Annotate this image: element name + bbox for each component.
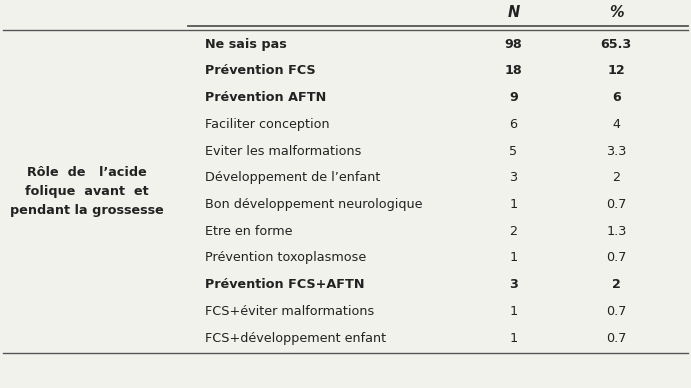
- Text: 1: 1: [509, 198, 518, 211]
- Text: 2: 2: [612, 278, 621, 291]
- Text: Prévention FCS: Prévention FCS: [205, 64, 316, 77]
- Text: Etre en forme: Etre en forme: [205, 225, 292, 238]
- Text: 6: 6: [509, 118, 518, 131]
- Text: 2: 2: [509, 225, 518, 238]
- Text: Rôle  de   l’acide
folique  avant  et
pendant la grossesse: Rôle de l’acide folique avant et pendant…: [10, 166, 163, 217]
- Text: 1: 1: [509, 251, 518, 265]
- Text: 0.7: 0.7: [606, 198, 627, 211]
- Text: 6: 6: [612, 91, 621, 104]
- Text: 3: 3: [509, 278, 518, 291]
- Text: 3.3: 3.3: [606, 145, 627, 158]
- Text: FCS+développement enfant: FCS+développement enfant: [205, 332, 386, 345]
- Text: 1: 1: [509, 332, 518, 345]
- Text: 2: 2: [612, 171, 621, 184]
- Text: Développement de l’enfant: Développement de l’enfant: [205, 171, 380, 184]
- Text: 9: 9: [509, 91, 518, 104]
- Text: 65.3: 65.3: [600, 38, 632, 51]
- Text: 4: 4: [612, 118, 621, 131]
- Text: 18: 18: [504, 64, 522, 77]
- Text: Eviter les malformations: Eviter les malformations: [205, 145, 361, 158]
- Text: N: N: [507, 5, 520, 20]
- Text: 1.3: 1.3: [606, 225, 627, 238]
- Text: 0.7: 0.7: [606, 332, 627, 345]
- Text: Prévention FCS+AFTN: Prévention FCS+AFTN: [205, 278, 364, 291]
- Text: 0.7: 0.7: [606, 251, 627, 265]
- Text: 98: 98: [504, 38, 522, 51]
- Text: Prévention toxoplasmose: Prévention toxoplasmose: [205, 251, 366, 265]
- Text: 5: 5: [509, 145, 518, 158]
- Text: 3: 3: [509, 171, 518, 184]
- Text: 12: 12: [607, 64, 625, 77]
- Text: 1: 1: [509, 305, 518, 318]
- Text: Prévention AFTN: Prévention AFTN: [205, 91, 326, 104]
- Text: Faciliter conception: Faciliter conception: [205, 118, 330, 131]
- Text: %: %: [609, 5, 623, 20]
- Text: 0.7: 0.7: [606, 305, 627, 318]
- Text: Bon développement neurologique: Bon développement neurologique: [205, 198, 422, 211]
- Text: Ne sais pas: Ne sais pas: [205, 38, 287, 51]
- Text: FCS+éviter malformations: FCS+éviter malformations: [205, 305, 375, 318]
